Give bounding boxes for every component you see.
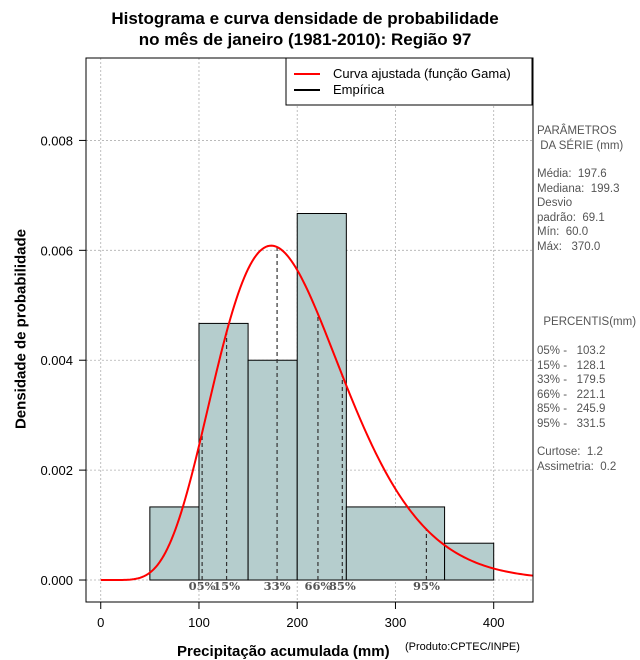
histogram-bar xyxy=(296,213,347,581)
y-tick-label: 0.002 xyxy=(40,463,73,478)
y-tick-label: 0.004 xyxy=(40,353,73,368)
y-tick-label: 0.008 xyxy=(40,133,73,148)
stats-body: Curtose: 1.2 Assimetria: 0.2 xyxy=(537,446,617,473)
histogram-bar xyxy=(444,542,495,581)
histogram-bar xyxy=(345,506,446,581)
histogram-bars xyxy=(149,213,495,581)
histogram-bar xyxy=(198,322,249,581)
percentis-body: 05% - 103.2 15% - 128.1 33% - 179.5 66% … xyxy=(537,345,606,430)
percentile-label: 15% xyxy=(213,579,240,593)
percentile-label: 95% xyxy=(413,579,440,593)
percentile-lines: 05%15% 33% 66%85% 95% xyxy=(189,247,440,593)
percentile-label: 66% xyxy=(304,579,331,593)
x-tick-label: 400 xyxy=(483,615,505,630)
histogram-bar xyxy=(247,359,298,581)
x-tick-label: 0 xyxy=(97,615,104,630)
legend-box xyxy=(285,57,533,106)
y-tick-label: 0.000 xyxy=(40,573,73,588)
fitted-gamma-curve xyxy=(100,244,534,582)
percentile-label: 33% xyxy=(264,579,291,593)
percentis-heading: PERCENTIS(mm) xyxy=(537,316,637,328)
percentile-label: 05% xyxy=(189,579,216,593)
histogram-bar xyxy=(149,506,200,581)
product-credit: (Produto:CPTEC/INPE) xyxy=(405,641,520,653)
params-body: Média: 197.6 Mediana: 199.3 Desvio padrã… xyxy=(537,168,620,253)
legend: Curva ajustada (função Gama) Empírica xyxy=(285,57,533,106)
chart-title-line1: Histograma e curva densidade de probabil… xyxy=(111,9,499,28)
axes: 0 100 200 300 400 0.000 0.002 0.004 0.006 0.008 xyxy=(40,133,504,630)
x-tick-label: 200 xyxy=(286,615,308,630)
percentile-label: 85% xyxy=(329,579,356,593)
legend-empirical-label: Empírica xyxy=(333,82,385,97)
params-heading: PARÂMETROS DA SÉRIE (mm) xyxy=(537,125,624,152)
legend-curve-label: Curva ajustada (função Gama) xyxy=(333,66,511,81)
x-tick-label: 100 xyxy=(188,615,210,630)
x-tick-label: 300 xyxy=(385,615,407,630)
chart-title-line2: no mês de janeiro (1981-2010): Região 97 xyxy=(138,30,472,49)
x-axis-label: Precipitação acumulada (mm) xyxy=(177,643,390,660)
y-axis-label: Densidade de probabilidade xyxy=(12,228,30,430)
y-tick-label: 0.006 xyxy=(40,243,73,258)
